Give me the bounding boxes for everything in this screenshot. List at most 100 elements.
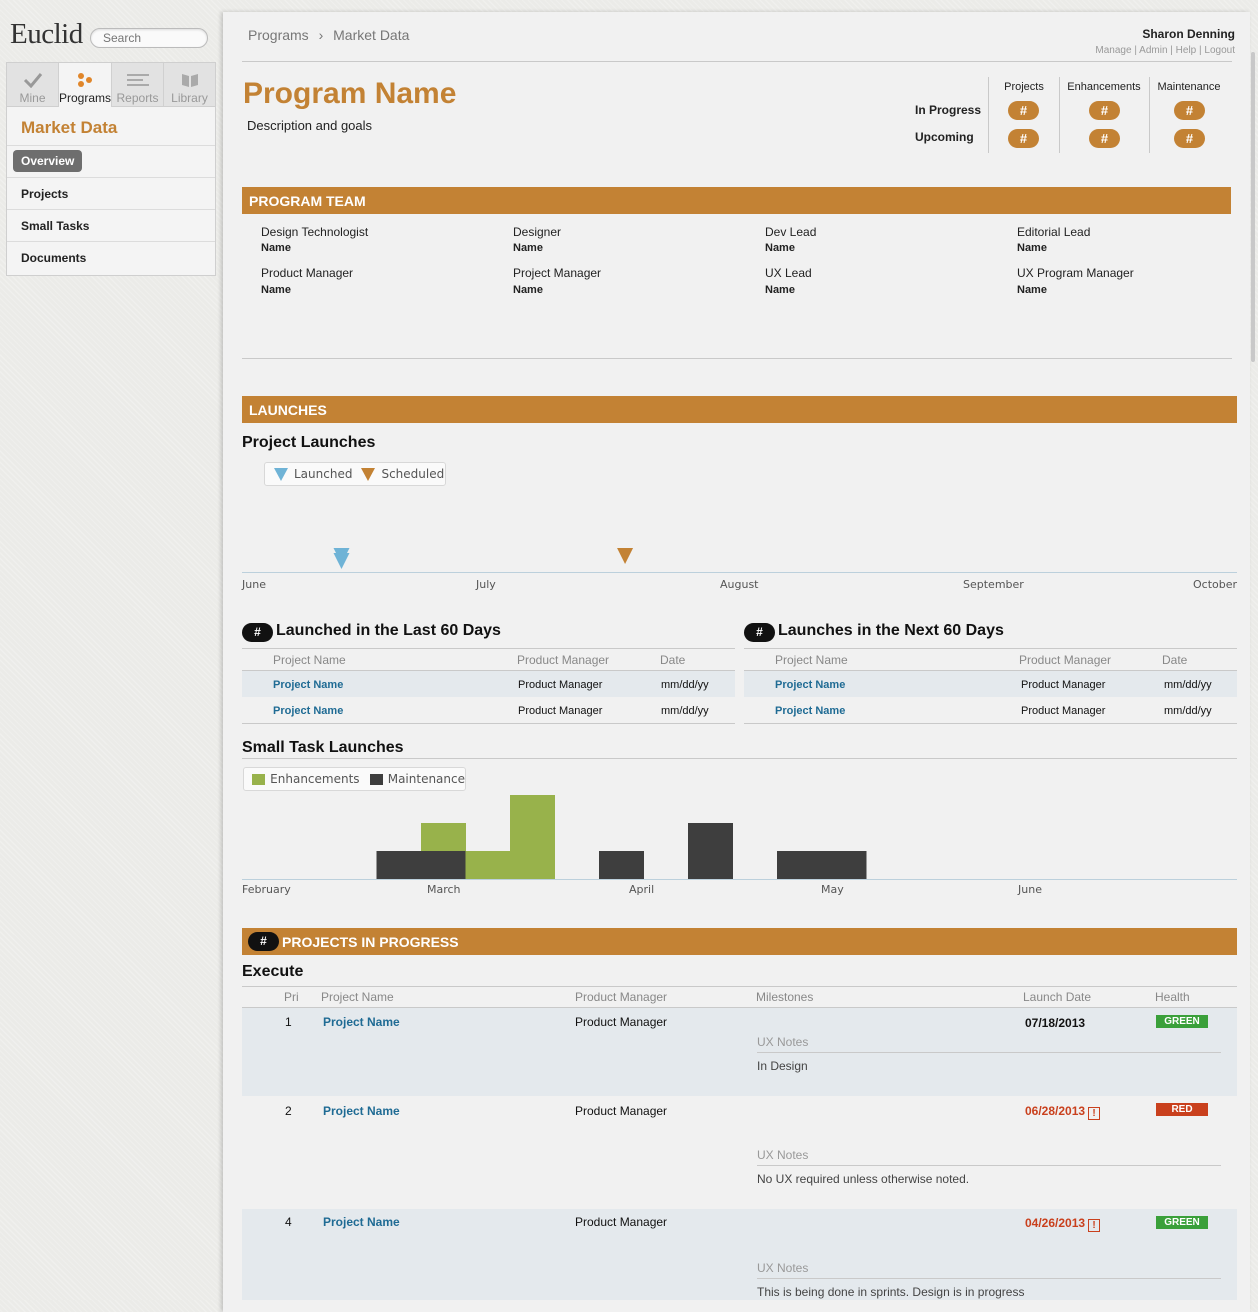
project-name-link[interactable]: Project Name	[323, 1015, 400, 1029]
notes-divider	[757, 1278, 1221, 1279]
tab-programs-label: Programs	[59, 91, 112, 105]
sidebar-item-overview[interactable]: Overview	[7, 145, 215, 177]
stat-row-upcoming: Upcoming	[915, 130, 974, 144]
launch-timeline: June July August September October	[242, 540, 1237, 600]
small-task-chart: February March April May June	[242, 795, 1237, 905]
product-manager-cell: Product Manager	[518, 679, 603, 691]
chevron-right-icon: ›	[318, 27, 324, 43]
team-role: Design Technologist	[261, 225, 369, 239]
logout-link[interactable]: Logout	[1204, 45, 1235, 55]
launches-title: LAUNCHES	[249, 402, 327, 418]
col-product-manager[interactable]: Product Manager	[1019, 653, 1112, 667]
team-member-name[interactable]: Name	[513, 284, 543, 296]
sidebar-item-documents[interactable]: Documents	[7, 241, 215, 273]
col-project-name[interactable]: Project Name	[321, 990, 394, 1004]
manage-link[interactable]: Manage	[1095, 45, 1132, 55]
search-input[interactable]	[101, 30, 205, 46]
enhancements-bar[interactable]	[465, 851, 511, 879]
team-member-name[interactable]: Name	[765, 242, 795, 254]
stat-projects-in-progress[interactable]: #	[1008, 101, 1039, 120]
team-role: Project Manager	[513, 266, 602, 280]
team-role: Dev Lead	[765, 225, 817, 239]
search-field[interactable]	[90, 28, 208, 48]
project-name-link[interactable]: Project Name	[323, 1215, 400, 1229]
tab-reports[interactable]: Reports	[112, 63, 165, 106]
chart-label-april: April	[629, 883, 655, 896]
stat-maintenance-upcoming[interactable]: #	[1174, 129, 1205, 148]
col-date[interactable]: Date	[1162, 653, 1188, 667]
stat-projects-upcoming[interactable]: #	[1008, 129, 1039, 148]
warning-icon: !	[1088, 1219, 1101, 1232]
team-role: Editorial Lead	[1017, 225, 1091, 239]
project-name-link[interactable]: Project Name	[775, 679, 846, 691]
chart-label-may: May	[821, 883, 844, 896]
col-health[interactable]: Health	[1155, 990, 1190, 1004]
tab-programs[interactable]: Programs	[59, 63, 113, 107]
product-manager-cell: Product Manager	[575, 1215, 668, 1229]
maintenance-bar[interactable]	[421, 851, 466, 879]
stat-enhancements-upcoming[interactable]: #	[1089, 129, 1120, 148]
tab-library[interactable]: Library	[164, 63, 215, 106]
table-row	[744, 671, 1237, 697]
stat-maintenance-in-progress[interactable]: #	[1174, 101, 1205, 120]
project-name-link[interactable]: Project Name	[323, 1104, 400, 1118]
program-team-title: PROGRAM TEAM	[249, 193, 366, 209]
warning-icon: !	[1088, 1107, 1101, 1120]
launched-legend-icon	[273, 466, 289, 482]
priority-cell: 4	[285, 1215, 292, 1229]
scheduled-launch-marker[interactable]	[617, 548, 634, 564]
col-launch-date[interactable]: Launch Date	[1023, 990, 1092, 1004]
project-name-link[interactable]: Project Name	[273, 679, 344, 691]
product-manager-cell: Product Manager	[518, 705, 603, 717]
timeline-label-august: August	[720, 578, 759, 591]
stat-enhancements-in-progress[interactable]: #	[1089, 101, 1120, 120]
section-divider	[242, 758, 1237, 759]
project-name-link[interactable]: Project Name	[273, 705, 344, 717]
col-project-name[interactable]: Project Name	[273, 653, 346, 667]
table-divider	[242, 723, 735, 724]
priority-cell: 2	[285, 1104, 292, 1118]
col-date[interactable]: Date	[660, 653, 686, 667]
launches-next-count: #	[744, 623, 775, 642]
team-member-name[interactable]: Name	[1017, 242, 1047, 254]
team-member-name[interactable]: Name	[1017, 284, 1047, 296]
legend-scheduled-label: Scheduled	[381, 467, 445, 481]
product-manager-cell: Product Manager	[575, 1015, 668, 1029]
team-member-name[interactable]: Name	[765, 284, 795, 296]
col-pri[interactable]: Pri	[284, 990, 299, 1004]
maintenance-bar[interactable]	[777, 851, 822, 879]
scrollbar[interactable]	[1251, 52, 1255, 362]
maintenance-bar[interactable]	[376, 851, 422, 879]
admin-link[interactable]: Admin	[1139, 45, 1168, 55]
legend-maintenance-label: Maintenance	[387, 772, 465, 786]
team-member-name[interactable]: Name	[261, 242, 291, 254]
team-member-name[interactable]: Name	[513, 242, 543, 254]
sidebar-item-projects[interactable]: Projects	[7, 177, 215, 209]
team-member-name[interactable]: Name	[261, 284, 291, 296]
breadcrumb-programs[interactable]: Programs	[248, 27, 309, 43]
launched-launch-marker[interactable]	[333, 553, 350, 569]
maintenance-bar[interactable]	[599, 851, 644, 879]
sidebar-item-small-tasks[interactable]: Small Tasks	[7, 209, 215, 241]
enhancements-bar[interactable]	[421, 823, 466, 851]
help-link[interactable]: Help	[1175, 45, 1197, 55]
page-title: Program Name	[243, 77, 457, 110]
small-task-legend: Enhancements Maintenance	[243, 767, 466, 791]
tab-mine[interactable]: Mine	[7, 63, 59, 106]
app-logo[interactable]: Euclid	[10, 18, 83, 50]
book-icon	[164, 69, 215, 91]
user-name[interactable]: Sharon Denning	[1142, 27, 1235, 41]
maintenance-bar[interactable]	[821, 851, 867, 879]
small-task-launches-title: Small Task Launches	[242, 739, 404, 756]
col-project-name[interactable]: Project Name	[775, 653, 848, 667]
stat-divider	[1149, 77, 1150, 153]
maintenance-bar[interactable]	[688, 823, 733, 879]
enhancements-bar[interactable]	[510, 795, 555, 879]
priority-cell: 1	[285, 1015, 292, 1029]
col-product-manager[interactable]: Product Manager	[517, 653, 610, 667]
project-name-link[interactable]: Project Name	[775, 705, 846, 717]
col-milestones[interactable]: Milestones	[756, 990, 814, 1004]
launched-last-title: Launched in the Last 60 Days	[276, 622, 501, 639]
col-product-manager[interactable]: Product Manager	[575, 990, 668, 1004]
maintenance-legend-swatch	[369, 773, 383, 785]
